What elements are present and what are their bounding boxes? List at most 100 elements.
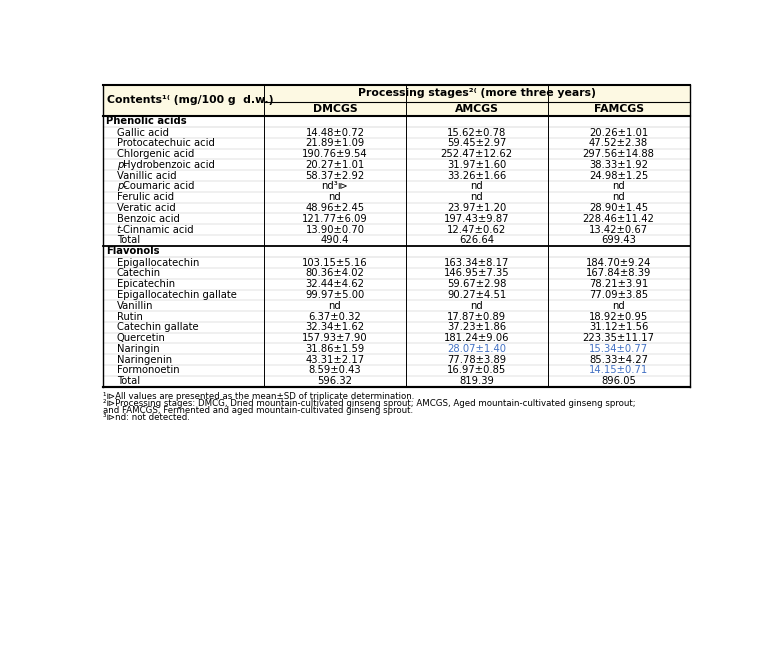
- Text: 18.92±0.95: 18.92±0.95: [589, 312, 649, 322]
- Text: 77.09±3.85: 77.09±3.85: [589, 290, 648, 300]
- Text: 490.4: 490.4: [321, 235, 349, 246]
- Text: Hydrobenzoic acid: Hydrobenzoic acid: [123, 160, 214, 170]
- Text: Flavonols: Flavonols: [106, 246, 159, 257]
- Text: 80.36±4.02: 80.36±4.02: [305, 269, 364, 278]
- Text: 90.27±4.51: 90.27±4.51: [447, 290, 506, 300]
- Text: p-: p-: [117, 181, 127, 191]
- Text: AMCGS: AMCGS: [455, 103, 499, 113]
- Text: nd: nd: [471, 301, 483, 310]
- Text: 12.47±0.62: 12.47±0.62: [447, 225, 506, 234]
- Text: nd³⧐: nd³⧐: [322, 181, 349, 191]
- Text: 13.90±0.70: 13.90±0.70: [305, 225, 364, 234]
- Text: 13.42±0.67: 13.42±0.67: [589, 225, 648, 234]
- Text: FAMCGS: FAMCGS: [594, 103, 644, 113]
- Text: 228.46±11.42: 228.46±11.42: [583, 214, 655, 224]
- Polygon shape: [103, 84, 690, 115]
- Text: Naringin: Naringin: [117, 344, 159, 354]
- Text: Total: Total: [117, 376, 140, 386]
- Text: Total: Total: [117, 235, 140, 246]
- Text: Rutin: Rutin: [117, 312, 143, 322]
- Text: 59.67±2.98: 59.67±2.98: [447, 279, 506, 290]
- Text: 58.37±2.92: 58.37±2.92: [305, 170, 365, 181]
- Text: 15.62±0.78: 15.62±0.78: [447, 128, 506, 138]
- Text: Formonoetin: Formonoetin: [117, 365, 179, 375]
- Text: Phenolic acids: Phenolic acids: [106, 117, 186, 126]
- Text: Processing stages²⁽ (more three years): Processing stages²⁽ (more three years): [358, 88, 596, 98]
- Text: 14.15±0.71: 14.15±0.71: [589, 365, 649, 375]
- Text: Benzoic acid: Benzoic acid: [117, 214, 179, 224]
- Text: Vanillic acid: Vanillic acid: [117, 170, 176, 181]
- Text: Catechin gallate: Catechin gallate: [117, 322, 199, 332]
- Text: Ferulic acid: Ferulic acid: [117, 192, 174, 202]
- Text: nd: nd: [612, 181, 625, 191]
- Text: Coumaric acid: Coumaric acid: [123, 181, 194, 191]
- Text: 21.89±1.09: 21.89±1.09: [305, 138, 365, 148]
- Text: Cinnamic acid: Cinnamic acid: [123, 225, 193, 234]
- Polygon shape: [103, 84, 690, 115]
- Text: 6.37±0.32: 6.37±0.32: [308, 312, 361, 322]
- Text: 121.77±6.09: 121.77±6.09: [302, 214, 368, 224]
- Text: 163.34±8.17: 163.34±8.17: [444, 257, 509, 268]
- Text: 190.76±9.54: 190.76±9.54: [302, 149, 368, 159]
- Text: 38.33±1.92: 38.33±1.92: [589, 160, 648, 170]
- Text: Epigallocatechin: Epigallocatechin: [117, 257, 199, 268]
- Text: 31.12±1.56: 31.12±1.56: [589, 322, 649, 332]
- Text: 77.78±3.89: 77.78±3.89: [448, 354, 506, 365]
- Text: nd: nd: [612, 301, 625, 310]
- Text: 596.32: 596.32: [318, 376, 352, 386]
- Text: 48.96±2.45: 48.96±2.45: [305, 203, 365, 213]
- Text: 31.97±1.60: 31.97±1.60: [447, 160, 506, 170]
- Text: Epicatechin: Epicatechin: [117, 279, 175, 290]
- Text: p-: p-: [117, 160, 127, 170]
- Text: Chlorgenic acid: Chlorgenic acid: [117, 149, 194, 159]
- Text: 24.98±1.25: 24.98±1.25: [589, 170, 649, 181]
- Text: 59.45±2.97: 59.45±2.97: [447, 138, 506, 148]
- Text: Naringenin: Naringenin: [117, 354, 172, 365]
- Text: Quercetin: Quercetin: [117, 333, 165, 343]
- Text: 32.34±1.62: 32.34±1.62: [305, 322, 365, 332]
- Text: 197.43±9.87: 197.43±9.87: [444, 214, 509, 224]
- Text: 181.24±9.06: 181.24±9.06: [444, 333, 509, 343]
- Text: ¹⧐All values are presented as the mean±SD of triplicate determination.: ¹⧐All values are presented as the mean±S…: [103, 392, 414, 401]
- Text: 146.95±7.35: 146.95±7.35: [444, 269, 509, 278]
- Text: nd: nd: [471, 192, 483, 202]
- Text: 223.35±11.17: 223.35±11.17: [583, 333, 655, 343]
- Text: 47.52±2.38: 47.52±2.38: [589, 138, 648, 148]
- Text: 15.34±0.77: 15.34±0.77: [589, 344, 648, 354]
- Text: ³⧐nd: not detected.: ³⧐nd: not detected.: [103, 413, 189, 422]
- Text: 28.90±1.45: 28.90±1.45: [589, 203, 648, 213]
- Text: nd: nd: [471, 181, 483, 191]
- Text: 23.97±1.20: 23.97±1.20: [447, 203, 506, 213]
- Text: 32.44±4.62: 32.44±4.62: [305, 279, 364, 290]
- Text: 8.59±0.43: 8.59±0.43: [308, 365, 361, 375]
- Text: Veratic acid: Veratic acid: [117, 203, 175, 213]
- Text: ²⧐Processing stages: DMCG, Dried mountain-cultivated ginseng sprout; AMCGS, Aged: ²⧐Processing stages: DMCG, Dried mountai…: [103, 399, 635, 408]
- Text: nd: nd: [329, 301, 342, 310]
- Text: nd: nd: [329, 192, 342, 202]
- Text: 28.07±1.40: 28.07±1.40: [448, 344, 506, 354]
- Text: 20.27±1.01: 20.27±1.01: [305, 160, 365, 170]
- Text: 16.97±0.85: 16.97±0.85: [447, 365, 506, 375]
- Text: 33.26±1.66: 33.26±1.66: [447, 170, 506, 181]
- Text: 699.43: 699.43: [601, 235, 636, 246]
- Text: 297.56±14.88: 297.56±14.88: [583, 149, 655, 159]
- Text: 99.97±5.00: 99.97±5.00: [305, 290, 365, 300]
- Text: 167.84±8.39: 167.84±8.39: [586, 269, 652, 278]
- Text: Catechin: Catechin: [117, 269, 161, 278]
- Text: 37.23±1.86: 37.23±1.86: [448, 322, 506, 332]
- Text: nd: nd: [612, 192, 625, 202]
- Text: 20.26±1.01: 20.26±1.01: [589, 128, 649, 138]
- Text: Contents¹⁽ (mg/100 g  d.w.): Contents¹⁽ (mg/100 g d.w.): [107, 95, 273, 105]
- Text: Gallic acid: Gallic acid: [117, 128, 169, 138]
- Text: and FAMCGS, Fermented and aged mountain-cultivated ginseng sprout.: and FAMCGS, Fermented and aged mountain-…: [103, 406, 413, 415]
- Text: t-: t-: [117, 225, 124, 234]
- Text: 252.47±12.62: 252.47±12.62: [441, 149, 512, 159]
- Text: 184.70±9.24: 184.70±9.24: [586, 257, 652, 268]
- Text: Protocatechuic acid: Protocatechuic acid: [117, 138, 215, 148]
- Text: Epigallocatechin gallate: Epigallocatechin gallate: [117, 290, 237, 300]
- Text: DMCGS: DMCGS: [312, 103, 357, 113]
- Text: 103.15±5.16: 103.15±5.16: [302, 257, 368, 268]
- Text: 43.31±2.17: 43.31±2.17: [305, 354, 365, 365]
- Text: 896.05: 896.05: [601, 376, 636, 386]
- Text: 31.86±1.59: 31.86±1.59: [305, 344, 365, 354]
